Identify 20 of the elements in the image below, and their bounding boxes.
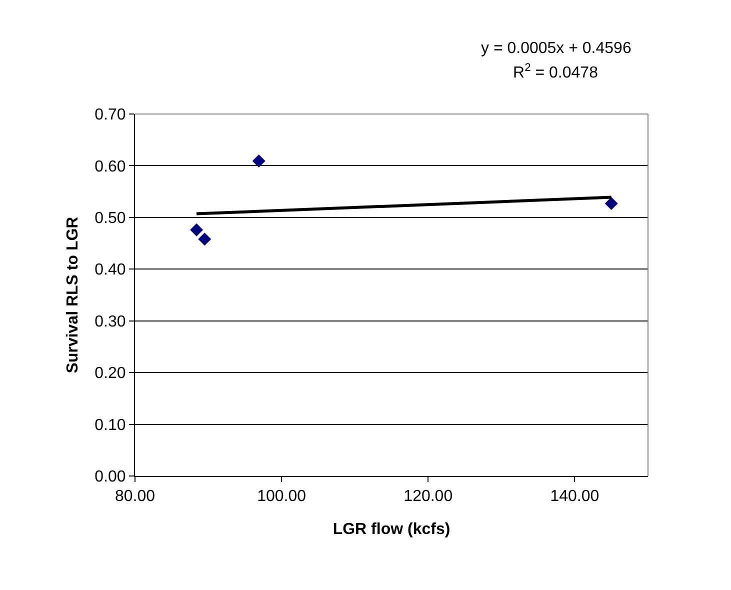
- y-axis-title: Survival RLS to LGR: [64, 216, 82, 374]
- x-axis-title: LGR flow (kcfs): [332, 520, 450, 538]
- y-tick-label: 0.50: [94, 210, 126, 228]
- text: R$^{2}$ = 0.0478: [513, 62, 598, 82]
- y-tick-label: 0.60: [94, 158, 126, 176]
- x-tick-label: 120.00: [404, 488, 453, 506]
- point: [252, 154, 266, 168]
- x-tick-label: 80.00: [114, 488, 156, 506]
- y-tick-label: 0.30: [94, 313, 126, 330]
- point: [198, 232, 212, 246]
- x-tick-label: 140.00: [550, 488, 600, 506]
- y-tick-label: 0.00: [94, 468, 126, 486]
- point: [190, 223, 204, 236]
- y-tick-label: 0.20: [94, 365, 126, 382]
- y-tick-label: 0.40: [94, 262, 126, 279]
- point: [604, 196, 618, 210]
- y-tick-label: 0.70: [94, 106, 126, 124]
- y-tick-label: 0.10: [94, 416, 126, 434]
- text: y = 0.0005x + 0.4596: [481, 40, 632, 57]
- x-tick-label: 100.00: [257, 488, 306, 506]
